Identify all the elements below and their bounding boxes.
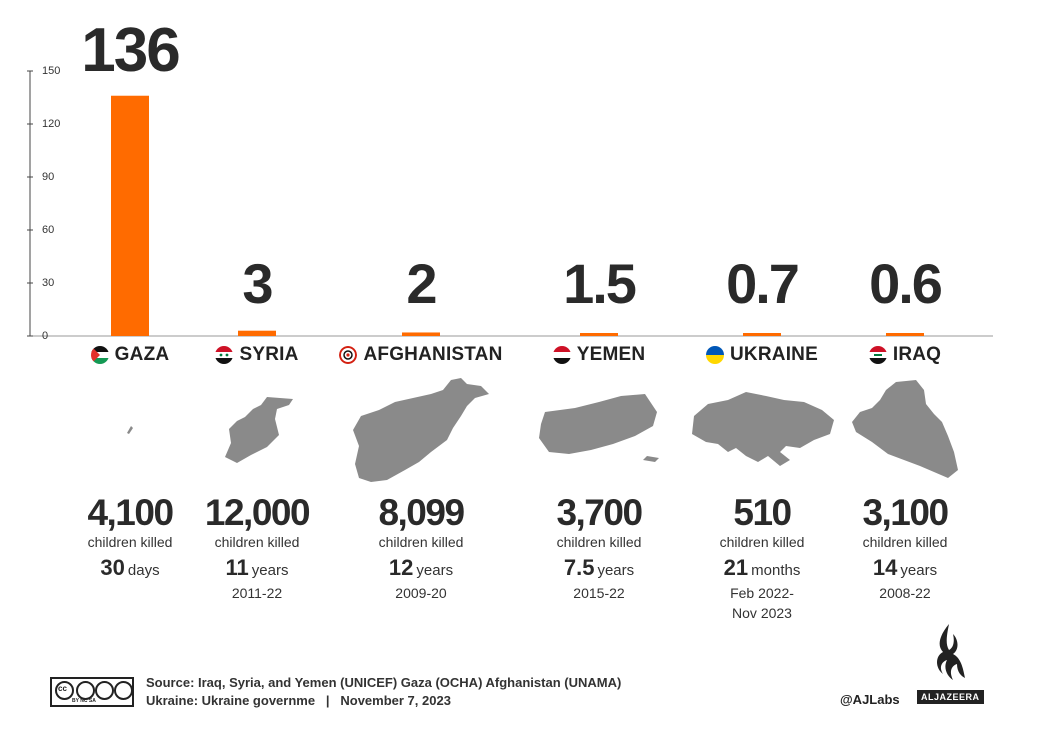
date-range: Feb 2022- Nov 2023 xyxy=(730,585,794,621)
bar xyxy=(111,95,149,336)
yemen-flag-icon xyxy=(552,346,571,364)
bar-value-label: 2 xyxy=(406,252,435,315)
ukraine-flag-icon xyxy=(706,346,725,364)
country-column: UKRAINE 510 children killed 21 months Feb 202… xyxy=(672,340,852,623)
source-line-2: Ukraine: Ukraine governme | November 7, … xyxy=(146,693,451,708)
cc-by-nc-sa-icon: cc BY NC SA xyxy=(50,677,134,707)
country-header: YEMEN xyxy=(509,340,689,370)
country-header: UKRAINE xyxy=(672,340,852,370)
duration: 30 days xyxy=(40,556,220,583)
country-column: AFGHANISTAN 8,099 children killed 12 years 20… xyxy=(331,340,511,603)
duration: 11 years xyxy=(167,556,347,583)
duration-unit: years xyxy=(416,562,454,579)
duration-value: 14 xyxy=(872,555,898,580)
duration-unit: months xyxy=(751,562,801,579)
bar-chart: 0 30 60 90 120 150 136 3 2 1.5 0.7 0.6 xyxy=(27,16,993,342)
afghanistan-flag-icon xyxy=(339,346,358,364)
children-killed-count: 8,099 xyxy=(378,492,465,533)
duration-unit: days xyxy=(127,562,160,579)
country-header: IRAQ xyxy=(815,340,995,370)
date-range: 2009-20 xyxy=(395,585,447,601)
children-killed-count: 3,100 xyxy=(862,492,949,533)
country-column: YEMEN 3,700 children killed 7.5 years 2015-22 xyxy=(509,340,689,603)
country-name: SYRIA xyxy=(239,344,299,365)
license-labels: BY NC SA xyxy=(72,698,96,704)
country-name: YEMEN xyxy=(576,344,646,365)
y-tick-label: 150 xyxy=(42,65,60,77)
bar xyxy=(743,333,781,336)
duration-unit: years xyxy=(597,562,635,579)
duration: 14 years xyxy=(815,556,995,583)
yemen-map-icon xyxy=(509,374,689,486)
syria-map-icon xyxy=(167,374,347,486)
gaza-map-icon xyxy=(40,374,220,486)
source-text: Source: Iraq, Syria, and Yemen (UNICEF) … xyxy=(146,674,621,710)
y-tick-label: 30 xyxy=(42,277,54,289)
bar-value-label: 136 xyxy=(81,16,179,85)
ukraine-map-icon xyxy=(672,374,852,486)
syria-flag-icon xyxy=(215,346,234,364)
bar xyxy=(580,333,618,336)
aljazeera-wordmark: ALJAZEERA xyxy=(917,690,984,704)
children-killed-count: 12,000 xyxy=(204,492,311,533)
source-line-1: Source: Iraq, Syria, and Yemen (UNICEF) … xyxy=(146,675,622,690)
country-column: SYRIA 12,000 children killed 11 years 2011-22 xyxy=(167,340,347,603)
palestine-flag-icon xyxy=(90,346,109,364)
date-range: 2008-22 xyxy=(879,585,931,601)
y-tick-label: 60 xyxy=(42,224,54,236)
duration-value: 11 xyxy=(225,555,249,580)
bar xyxy=(402,332,440,336)
country-header: GAZA xyxy=(40,340,220,370)
children-killed-label: children killed xyxy=(214,534,300,550)
children-killed-label: children killed xyxy=(719,534,805,550)
children-killed-count: 510 xyxy=(733,492,792,533)
bar-value-label: 0.6 xyxy=(869,252,942,315)
bar-value-label: 1.5 xyxy=(563,252,636,315)
children-killed-label: children killed xyxy=(87,534,173,550)
country-name: UKRAINE xyxy=(730,344,818,365)
children-killed-label: children killed xyxy=(378,534,464,550)
country-name: IRAQ xyxy=(892,344,942,365)
iraq-flag-icon xyxy=(868,346,887,364)
bar xyxy=(238,330,276,336)
aljazeera-logo-icon xyxy=(937,624,965,680)
date-range: 2011-22 xyxy=(231,585,283,601)
children-killed-count: 4,100 xyxy=(87,492,174,533)
duration: 12 years xyxy=(331,556,511,583)
duration-unit: years xyxy=(251,562,289,579)
duration: 7.5 years xyxy=(509,556,689,583)
y-tick-label: 120 xyxy=(42,118,60,130)
duration-unit: years xyxy=(900,562,938,579)
country-name: GAZA xyxy=(114,344,170,365)
duration-value: 12 xyxy=(388,555,414,580)
duration-value: 30 xyxy=(100,555,125,580)
ajlabs-credit: @AJLabs xyxy=(840,692,900,707)
country-name: AFGHANISTAN xyxy=(363,344,503,365)
country-header: AFGHANISTAN xyxy=(331,340,511,370)
country-header: SYRIA xyxy=(167,340,347,370)
iraq-map-icon xyxy=(815,374,995,486)
children-killed-count: 3,700 xyxy=(556,492,643,533)
bar-value-label: 0.7 xyxy=(726,252,798,315)
children-killed-label: children killed xyxy=(862,534,948,550)
footer: cc BY NC SA Source: Iraq, Syria, and Yem… xyxy=(50,624,1010,714)
country-column: GAZA 4,100 children killed 30 days xyxy=(40,340,220,583)
duration-value: 7.5 xyxy=(563,555,595,580)
duration: 21 months xyxy=(672,556,852,583)
duration-value: 21 xyxy=(723,555,749,580)
y-tick-label: 90 xyxy=(42,171,54,183)
country-column: IRAQ 3,100 children killed 14 years 2008-22 xyxy=(815,340,995,603)
bar xyxy=(886,333,924,336)
bar-value-label: 3 xyxy=(242,252,272,315)
children-killed-label: children killed xyxy=(556,534,642,550)
afghanistan-map-icon xyxy=(331,374,511,486)
y-tick-label: 0 xyxy=(42,330,48,342)
date-range: 2015-22 xyxy=(573,585,625,601)
